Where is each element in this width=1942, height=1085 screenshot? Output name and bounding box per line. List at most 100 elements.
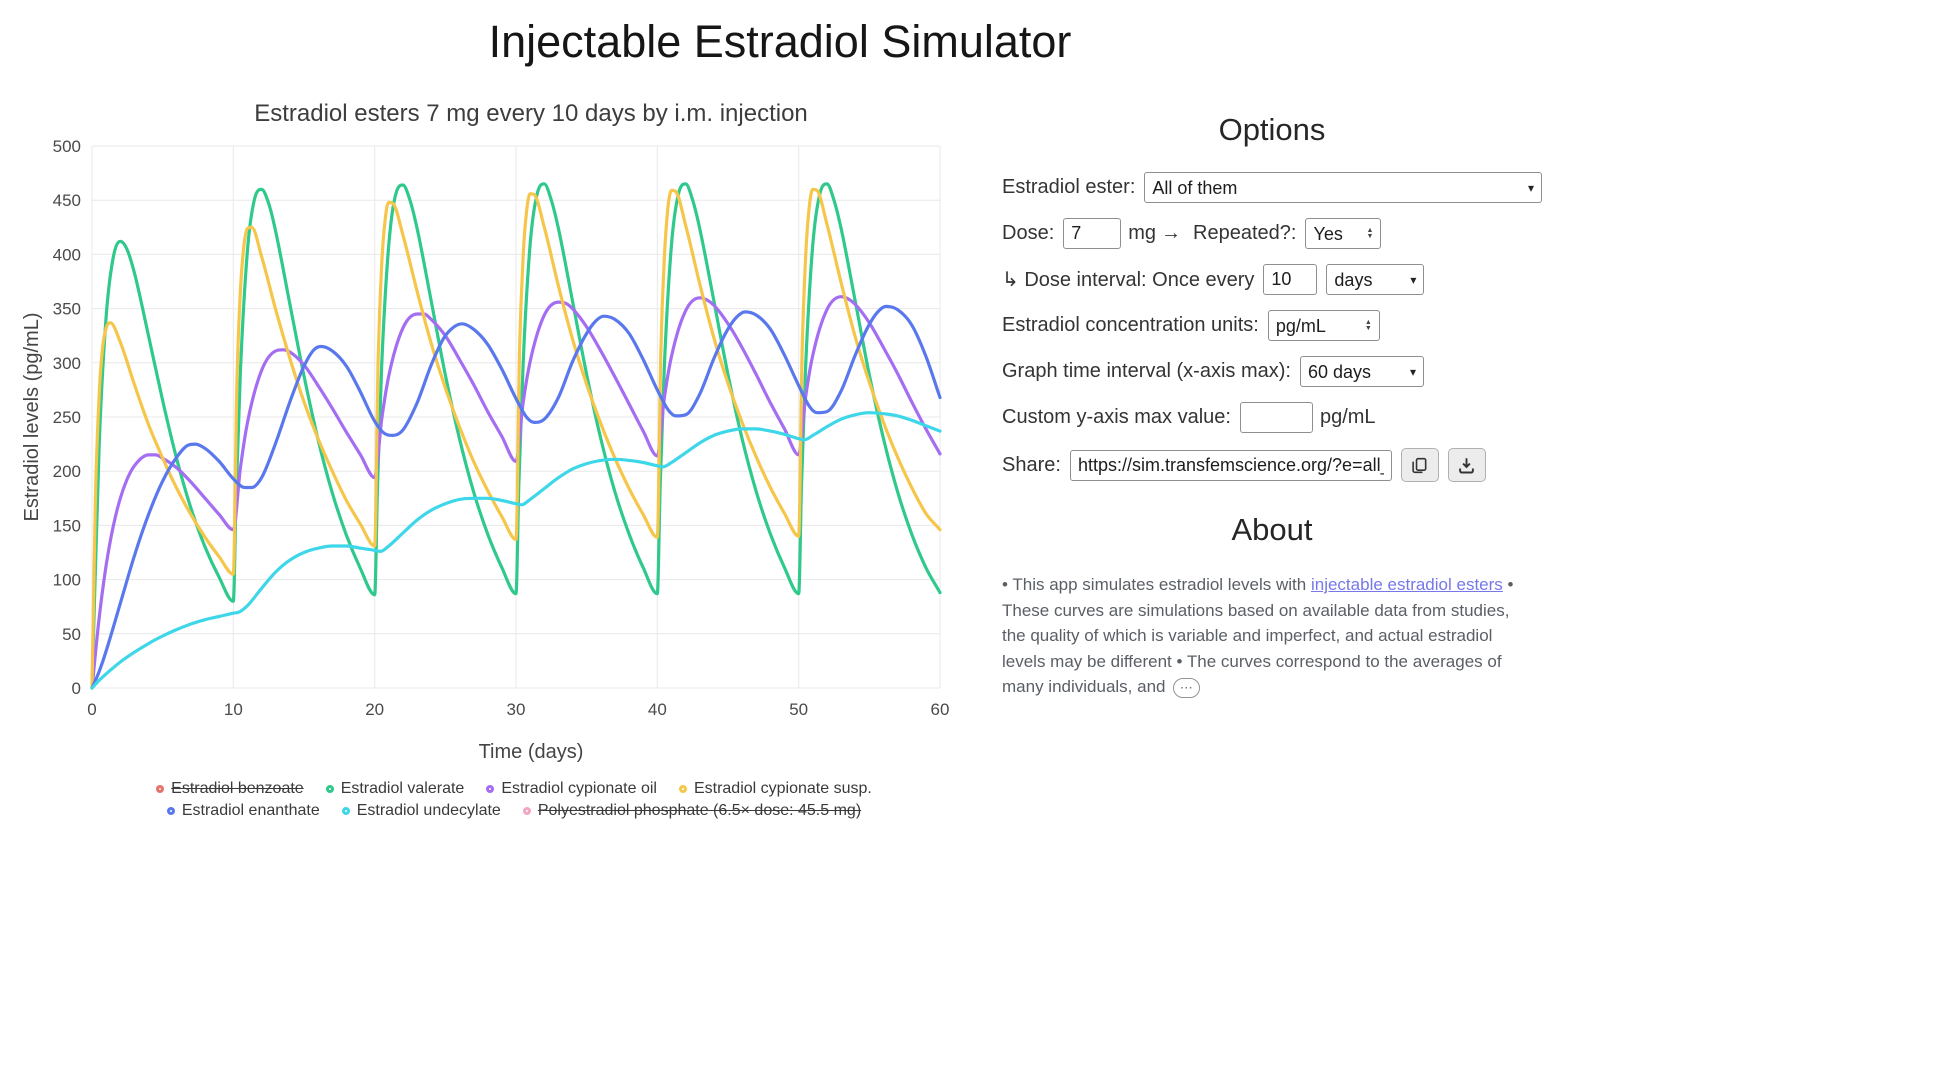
svg-text:200: 200 [53, 462, 81, 481]
svg-text:250: 250 [53, 408, 81, 427]
dose-row: Dose: mg → Repeated?: Yes ▲▼ [1002, 218, 1542, 249]
bullet: • [1507, 575, 1514, 594]
download-button[interactable] [1447, 448, 1486, 482]
ymax-input[interactable] [1239, 402, 1313, 433]
legend-item[interactable]: Estradiol cypionate oil [486, 780, 657, 798]
legend-marker-icon [522, 807, 531, 815]
share-label: Share: [1002, 453, 1061, 476]
chart-tick-labels: 0 10 20 30 40 50 60 0 50 100 150 200 250 300 350 400 450… [53, 137, 950, 719]
bullet: • [1002, 575, 1008, 594]
legend-marker-icon [156, 785, 165, 793]
ester-label: Estradiol ester: [1002, 176, 1136, 198]
interval-unit-wrap: days ▾ [1326, 264, 1425, 295]
legend-item[interactable]: Polyestradiol phosphate (6.5× dose: 45.5… [522, 802, 862, 820]
units-row: Estradiol concentration units: pg/mL ▲ ▼ [1002, 310, 1542, 341]
svg-text:10: 10 [224, 700, 243, 719]
svg-text:300: 300 [53, 354, 81, 373]
interval-label: ↳ Dose interval: Once every [1002, 269, 1255, 291]
dose-unit-label: mg [1128, 222, 1157, 244]
legend-item-label: Polyestradiol phosphate (6.5× dose: 45.5… [537, 802, 862, 819]
legend-item[interactable]: Estradiol valerate [325, 780, 465, 798]
legend-item-label: Estradiol benzoate [171, 780, 304, 797]
legend-marker-icon [486, 785, 495, 793]
main-content: Estradiol esters 7 mg every 10 days by i… [0, 90, 1560, 824]
legend-item-label: Estradiol cypionate susp. [693, 780, 872, 797]
series-estradiol-cypionate-oil [90, 295, 942, 690]
units-select-wrap: pg/mL ▲ ▼ [1267, 310, 1380, 341]
ymax-label: Custom y-axis max value: [1002, 406, 1231, 428]
about-sentence-3: The curves correspond to the averages of… [1002, 651, 1502, 697]
options-heading: Options [1218, 112, 1326, 147]
legend-marker-icon [166, 807, 175, 815]
about-heading: About [1231, 512, 1313, 547]
chart-legend: Estradiol benzoate Estradiol valerate Estr… [18, 780, 970, 820]
legend-item[interactable]: Estradiol cypionate susp. [678, 780, 872, 798]
repeated-label: Repeated?: [1193, 222, 1297, 244]
legend-marker-icon [341, 807, 350, 815]
copy-icon [1412, 457, 1427, 473]
dose-input[interactable] [1063, 218, 1122, 249]
app-root: Injectable Estradiol Simulator Estradiol… [0, 16, 1560, 854]
share-row: Share: [1002, 448, 1542, 482]
svg-text:350: 350 [53, 300, 81, 319]
legend-item-label: Estradiol valerate [340, 780, 465, 797]
legend-row: Estradiol enanthate Estradiol undecylate P… [58, 802, 970, 820]
arrow-separator: → [1161, 222, 1182, 244]
expand-about-button[interactable]: ⋯ [1173, 677, 1201, 698]
x-axis-label: Time (days) [478, 741, 584, 763]
download-icon [1459, 457, 1475, 473]
xmax-label: Graph time interval (x-axis max): [1002, 360, 1291, 382]
svg-text:450: 450 [53, 191, 81, 210]
copy-link-button[interactable] [1400, 448, 1439, 482]
series-estradiol-cypionate-susp- [90, 187, 942, 690]
side-panel: Options Estradiol ester: All of them ▾ D… [1002, 90, 1542, 700]
ester-select[interactable]: All of them [1144, 172, 1542, 203]
chart-section: Estradiol esters 7 mg every 10 days by i… [0, 90, 962, 824]
share-url-input[interactable] [1069, 449, 1392, 481]
xmax-row: Graph time interval (x-axis max): 60 day… [1002, 356, 1542, 387]
chart-canvas[interactable]: 0 10 20 30 40 50 60 0 50 100 150 200 250 300 350 400 450… [18, 134, 970, 734]
legend-item[interactable]: Estradiol undecylate [341, 802, 501, 820]
svg-text:400: 400 [53, 245, 81, 264]
legend-item-label: Estradiol enanthate [181, 802, 320, 819]
ester-row: Estradiol ester: All of them ▾ [1002, 172, 1542, 203]
injectable-esters-link[interactable]: injectable estradiol esters [1310, 575, 1503, 594]
bullet: • [1176, 651, 1183, 671]
legend-marker-icon [678, 785, 687, 793]
xmax-select[interactable]: 60 days [1299, 356, 1424, 387]
dose-label: Dose: [1002, 222, 1055, 244]
series-estradiol-enanthate [90, 304, 942, 690]
svg-text:50: 50 [62, 625, 81, 644]
svg-text:0: 0 [87, 700, 96, 719]
svg-text:500: 500 [53, 137, 81, 156]
svg-text:100: 100 [53, 571, 81, 590]
chart-title: Estradiol esters 7 mg every 10 days by i… [254, 100, 808, 127]
series-estradiol-undecylate [90, 411, 942, 690]
interval-input[interactable] [1263, 264, 1318, 295]
ester-select-wrap: All of them ▾ [1144, 172, 1542, 203]
legend-marker-icon [325, 785, 334, 793]
legend-item-label: Estradiol cypionate oil [501, 780, 657, 797]
units-label: Estradiol concentration units: [1002, 314, 1259, 336]
svg-text:0: 0 [72, 679, 81, 698]
svg-text:150: 150 [53, 516, 81, 535]
svg-text:30: 30 [507, 700, 526, 719]
page-title: Injectable Estradiol Simulator [488, 16, 1072, 67]
units-select[interactable]: pg/mL [1267, 310, 1380, 341]
svg-text:40: 40 [648, 700, 667, 719]
xmax-select-wrap: 60 days ▾ [1299, 356, 1424, 387]
about-text: • This app simulates estradiol levels wi… [1002, 572, 1530, 700]
legend-item[interactable]: Estradiol enanthate [166, 802, 320, 820]
legend-row: Estradiol benzoate Estradiol valerate Estr… [58, 780, 970, 798]
legend-item-label: Estradiol undecylate [356, 802, 501, 819]
chart-grid [91, 145, 941, 689]
repeated-select-wrap: Yes ▲ ▼ [1305, 218, 1382, 249]
svg-text:60: 60 [931, 700, 950, 719]
repeated-select[interactable]: Yes [1305, 218, 1382, 249]
about-sentence-1: This app simulates estradiol levels with [1012, 575, 1307, 594]
ymax-unit-label: pg/mL [1319, 406, 1376, 428]
y-axis-label: Estradiol levels (pg/mL) [21, 313, 43, 522]
legend-item[interactable]: Estradiol benzoate [156, 780, 304, 798]
interval-row: ↳ Dose interval: Once every days ▾ [1002, 264, 1542, 295]
interval-unit-select[interactable]: days [1326, 264, 1425, 295]
